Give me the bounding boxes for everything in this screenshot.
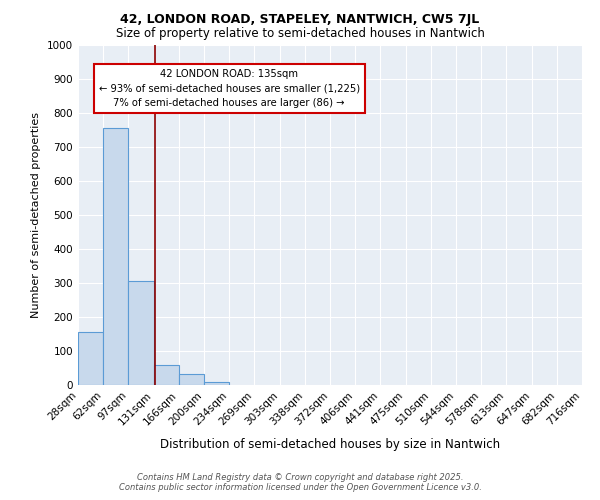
Text: Contains HM Land Registry data © Crown copyright and database right 2025.
Contai: Contains HM Land Registry data © Crown c… (119, 473, 481, 492)
X-axis label: Distribution of semi-detached houses by size in Nantwich: Distribution of semi-detached houses by … (160, 438, 500, 451)
Bar (128, 280, 154, 385)
Bar (154, 364, 179, 385)
Text: 42 LONDON ROAD: 135sqm
← 93% of semi-detached houses are smaller (1,225)
7% of s: 42 LONDON ROAD: 135sqm ← 93% of semi-det… (98, 69, 360, 108)
Y-axis label: Number of semi-detached properties: Number of semi-detached properties (31, 112, 41, 318)
Bar (103, 128, 128, 385)
Bar (179, 374, 204, 385)
Bar (204, 382, 229, 385)
Text: Size of property relative to semi-detached houses in Nantwich: Size of property relative to semi-detach… (116, 28, 484, 40)
Text: 42, LONDON ROAD, STAPELEY, NANTWICH, CW5 7JL: 42, LONDON ROAD, STAPELEY, NANTWICH, CW5… (121, 12, 479, 26)
Bar (78, 332, 103, 385)
